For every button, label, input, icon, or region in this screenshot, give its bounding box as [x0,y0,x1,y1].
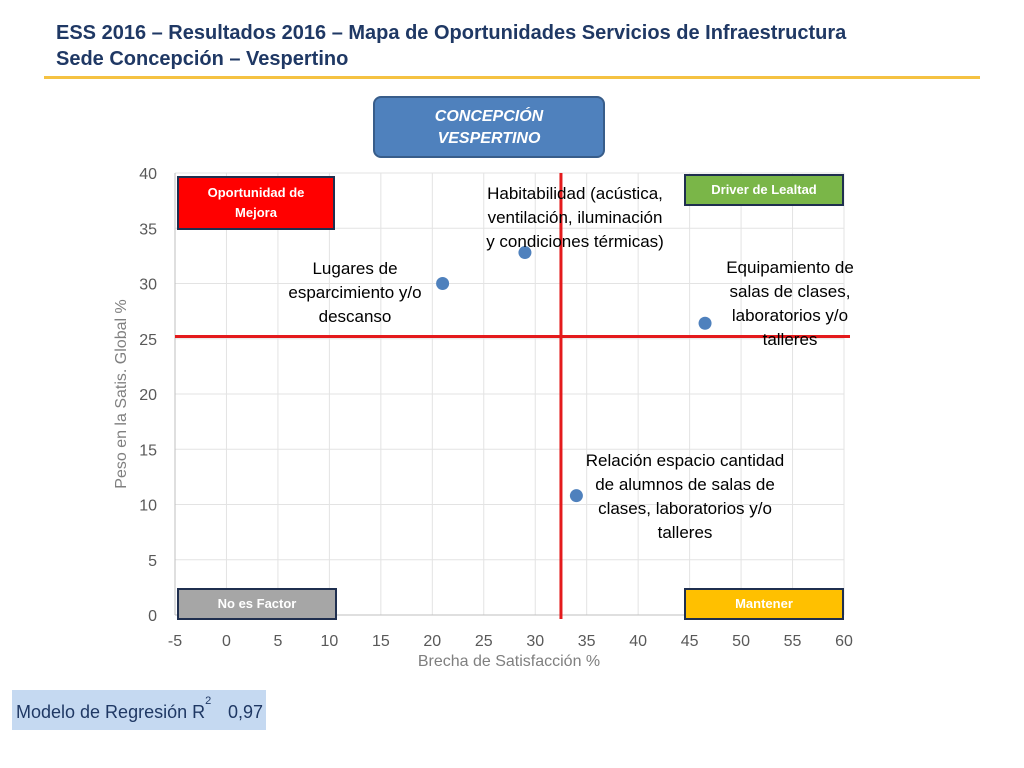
point-label-relacion-espacio: Relación espacio cantidad de alumnos de … [572,449,798,545]
quadrant-oportunidad-line-2: Mejora [235,205,277,220]
x-tick-label: -5 [168,633,182,650]
point-label-habitabilidad: Habitabilidad (acústica, ventilación, il… [470,182,680,254]
campus-badge-line-1: CONCEPCIÓN [434,108,544,125]
slide-title: ESS 2016 – Resultados 2016 – Mapa de Opo… [56,20,986,72]
regression-value: 0,97 [228,702,264,722]
point-label-line: y condiciones térmicas) [486,232,664,251]
point-label-line: de alumnos de salas de [595,475,775,494]
data-point [436,277,450,290]
data-points [436,246,712,503]
reference-lines [175,173,850,619]
point-label-line: ventilación, iluminación [487,208,663,227]
y-tick-label: 15 [139,442,157,459]
y-tick-label: 40 [139,166,157,183]
point-label-line: Lugares de [312,259,398,278]
x-tick-label: 5 [273,633,282,650]
point-label-line: Relación espacio cantidad [585,451,785,470]
tick-labels: -5 0 5 10 15 20 25 30 35 40 45 50 55 60 0 5 10 15 20 25 30 35… [139,166,853,650]
title-underline [44,76,980,79]
campus-badge-line-2: VESPERTINO [437,130,541,147]
x-tick-label: 10 [320,633,338,650]
point-label-line: esparcimiento y/o [288,283,422,302]
x-tick-label: 0 [222,633,231,650]
quadrant-no-es-factor: No es Factor [177,588,337,620]
data-point [698,316,712,330]
x-tick-label: 25 [475,633,493,650]
data-point [569,489,583,503]
x-axis-label: Brecha de Satisfacción % [418,653,600,670]
point-label-esparcimiento: Lugares de esparcimiento y/o descanso [270,257,440,329]
point-label-line: laboratorios y/o [731,306,849,325]
y-tick-label: 35 [139,221,157,238]
y-tick-label: 20 [139,387,157,404]
quadrant-mantener: Mantener [684,588,844,620]
point-label-line: salas de clases, [729,282,851,301]
point-label-line: descanso [318,307,392,326]
quadrant-oportunidad-line-1: Oportunidad de [207,185,305,200]
x-tick-label: 20 [423,633,441,650]
title-line-1: ESS 2016 – Resultados 2016 – Mapa de Opo… [56,22,847,44]
regression-label: Modelo de Regresión R [16,702,206,722]
x-tick-label: 45 [681,633,699,650]
title-line-2: Sede Concepción – Vespertino [56,48,349,70]
campus-badge: CONCEPCIÓN VESPERTINO [373,96,605,158]
y-tick-label: 5 [148,553,157,570]
grid-lines [174,172,845,616]
y-tick-label: 25 [139,332,157,349]
point-label-line: talleres [762,330,818,349]
y-tick-label: 30 [139,277,157,294]
x-tick-label: 15 [372,633,390,650]
point-label-line: Habitabilidad (acústica, [487,184,663,203]
y-tick-label: 10 [139,498,157,515]
x-tick-label: 40 [629,633,647,650]
quadrant-driver-lealtad: Driver de Lealtad [684,174,844,206]
point-label-equipamiento: Equipamiento de salas de clases, laborat… [712,256,868,352]
x-tick-label: 55 [784,633,802,650]
data-point [518,246,532,260]
point-label-line: talleres [657,523,713,542]
x-tick-label: 30 [526,633,544,650]
y-tick-label: 0 [148,608,157,625]
point-label-line: Equipamiento de [726,258,854,277]
x-tick-label: 50 [732,633,750,650]
x-tick-label: 35 [578,633,596,650]
quadrant-oportunidad-mejora: Oportunidad de Mejora [177,176,335,230]
x-tick-label: 60 [835,633,853,650]
point-label-line: clases, laboratorios y/o [598,499,772,518]
y-axis-label: Peso en la Satis. Global % [113,299,130,488]
regression-superscript: 2 [205,695,212,707]
regression-box: Modelo de Regresión R2 0,97 [12,690,266,730]
